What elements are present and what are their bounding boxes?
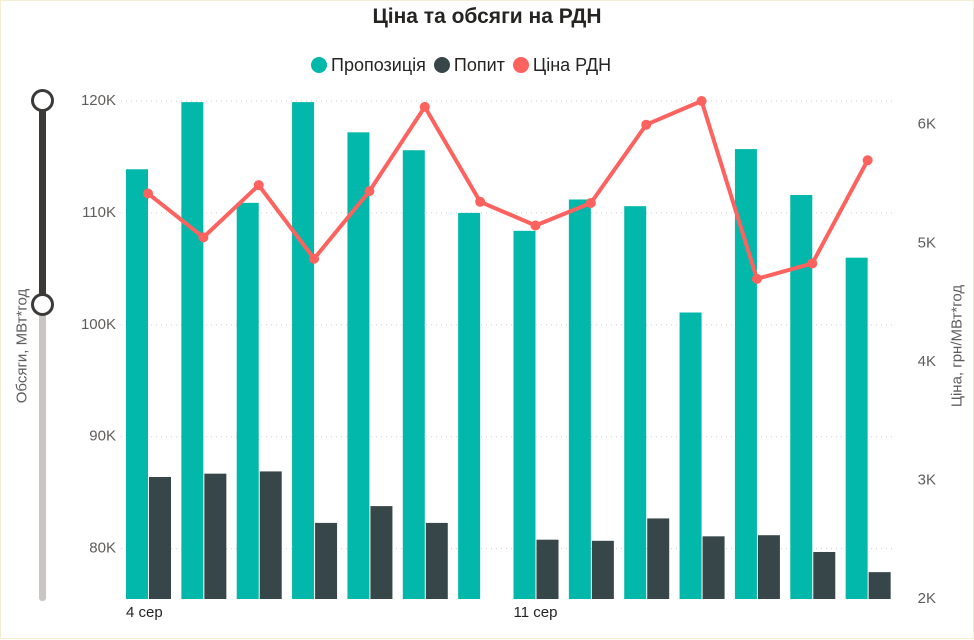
bar-demand (149, 477, 171, 599)
bar-demand (813, 551, 836, 599)
y2-tick-label: 3K (918, 471, 936, 488)
legend-item-supply[interactable]: Пропозиція (311, 55, 426, 76)
price-point (641, 119, 652, 130)
bar-demand (536, 539, 559, 599)
bar-demand (647, 518, 670, 599)
bar-supply (790, 195, 813, 599)
price-point (530, 220, 541, 231)
bar-demand (702, 536, 725, 599)
bar-demand (204, 473, 227, 599)
price-point (364, 186, 375, 197)
legend-marker-demand (433, 57, 450, 73)
bar-demand (259, 471, 282, 599)
y-tick-label: 110K (82, 204, 116, 221)
y2-tick-label: 5K (918, 234, 936, 251)
zoom-slider-range[interactable] (39, 99, 46, 304)
legend-label-supply: Пропозиція (331, 54, 426, 75)
bar-supply (126, 169, 148, 599)
legend-label-price: Ціна РДН (532, 54, 612, 75)
y-tick-label: 80K (89, 540, 116, 557)
bar-supply (181, 102, 204, 599)
price-point (309, 253, 320, 264)
price-point (807, 258, 818, 269)
price-point (253, 180, 264, 191)
zoom-slider-bottom-handle[interactable] (31, 293, 54, 316)
bar-supply (513, 230, 536, 599)
chart-legend: Пропозиція Попит Ціна РДН (311, 52, 619, 78)
bar-supply (236, 202, 259, 599)
price-point (696, 96, 707, 106)
bar-demand (591, 540, 614, 599)
legend-item-price[interactable]: Ціна РДН (512, 54, 612, 76)
price-point (143, 188, 153, 199)
legend-item-demand[interactable]: Попит (433, 54, 505, 76)
price-point (198, 232, 209, 243)
bar-demand (757, 535, 780, 599)
y-tick-label: 120K (81, 92, 116, 109)
zoom-slider-top-handle[interactable] (31, 89, 54, 112)
x-tick-label: 11 сер (514, 604, 558, 621)
price-point (419, 101, 430, 112)
bar-supply (845, 257, 868, 599)
legend-marker-price (512, 57, 529, 73)
legend-marker-supply (311, 57, 327, 73)
price-line (146, 99, 870, 281)
chart-title: Ціна та обсяги на РДН (372, 5, 602, 28)
bar-supply (402, 150, 425, 599)
bar-supply (679, 312, 702, 599)
y-tick-label: 90K (89, 428, 116, 445)
bar-demand (425, 522, 448, 599)
bar-demand (370, 506, 393, 599)
price-point (862, 155, 873, 166)
bar-supply (568, 199, 591, 599)
legend-label-demand: Попит (453, 54, 505, 75)
price-point (475, 196, 486, 207)
bar-supply (292, 102, 315, 599)
y-tick-label: 100K (81, 316, 116, 333)
y2-tick-label: 4K (918, 353, 936, 370)
y2-tick-label: 2K (918, 590, 936, 607)
bar-supply (624, 206, 647, 600)
zoom-slider-track[interactable] (39, 99, 46, 601)
bar-demand (868, 572, 891, 599)
price-point (585, 197, 596, 208)
x-tick-label: 4 сер (126, 604, 163, 621)
bar-supply (347, 132, 370, 599)
y2-tick-label: 6K (918, 116, 936, 133)
bar-demand (315, 522, 338, 599)
price-point (751, 273, 762, 284)
bar-supply (458, 212, 481, 600)
